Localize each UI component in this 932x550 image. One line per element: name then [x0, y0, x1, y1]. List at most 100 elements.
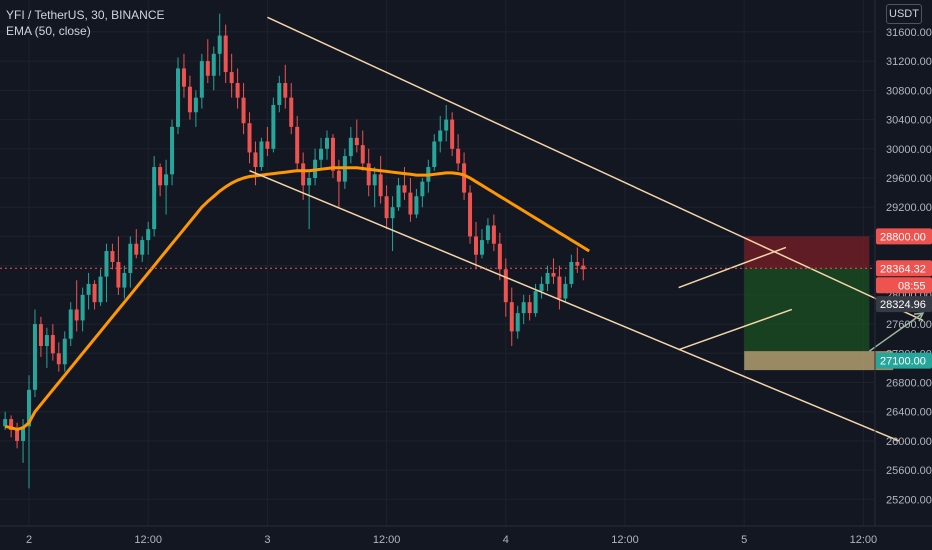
candle-body	[450, 119, 455, 149]
candle-body	[551, 272, 556, 277]
candle-body	[360, 145, 365, 164]
price-tags: 28800.00 28364.32 08:55 28324.96 27100.00	[876, 228, 932, 369]
price-tag-label: 27100.00	[880, 356, 926, 368]
candle-body	[301, 163, 306, 186]
candle-body	[515, 313, 520, 332]
candle-body	[21, 426, 26, 441]
wedge-lower-line	[678, 308, 793, 351]
candle-body	[456, 148, 461, 164]
candle-body	[98, 276, 103, 303]
candle-body	[56, 353, 61, 365]
candle-body	[396, 185, 401, 208]
candle-body	[384, 196, 389, 219]
candle-body	[3, 419, 8, 427]
candle-body	[9, 419, 14, 430]
candle-body	[140, 240, 145, 255]
candle-body	[545, 272, 550, 284]
time-tick-label: 2	[26, 534, 32, 546]
time-tick-label: 12:00	[850, 534, 878, 546]
price-tick-label: 26000.00	[886, 436, 932, 448]
time-axis[interactable]: 2 12:00 3 12:00 4 12:00 5 12:00	[0, 525, 932, 546]
candle-body	[86, 283, 91, 295]
candle-body	[146, 229, 151, 241]
price-tick-label: 31600.00	[886, 27, 932, 39]
candle-body	[110, 251, 115, 262]
candle-body	[277, 83, 282, 105]
candle-body	[444, 119, 449, 131]
candle-body	[181, 68, 186, 87]
candle-body	[217, 35, 222, 54]
candle-body	[497, 243, 502, 270]
candle-body	[563, 283, 568, 299]
candle-body	[122, 272, 127, 288]
upper-trendline	[267, 16, 924, 322]
candle-body	[271, 104, 276, 149]
candle-body	[187, 86, 192, 113]
candle-body	[414, 196, 419, 215]
candle-body	[485, 225, 490, 241]
candle-body	[176, 68, 180, 127]
candle-body	[420, 181, 425, 197]
ema-50-line	[4, 166, 590, 431]
candle-body	[265, 141, 270, 149]
candle-body	[62, 338, 67, 365]
candle-body	[199, 61, 204, 98]
candle-body	[527, 302, 532, 314]
candle-body	[170, 126, 175, 175]
price-tag-label: 08:55	[898, 280, 926, 292]
candle-body	[134, 243, 139, 255]
ema-line-series	[4, 166, 590, 431]
candle-body	[164, 174, 169, 186]
candle-body	[325, 137, 329, 149]
price-tag-label: 28324.96	[880, 299, 926, 311]
candle-body	[116, 262, 121, 288]
candle-body	[354, 137, 359, 146]
candle-body	[259, 141, 264, 168]
trend-drawings[interactable]	[249, 16, 925, 442]
price-tick-label: 30000.00	[886, 144, 932, 156]
symbol-title: YFI / TetherUS, 30, BINANCE	[6, 8, 165, 22]
candle-body	[575, 262, 580, 266]
candle-body	[581, 265, 586, 270]
candle-body	[402, 185, 407, 193]
candle-body	[229, 72, 234, 84]
price-tag-label: 28800.00	[880, 231, 926, 243]
candle-body	[533, 291, 538, 314]
candle-body	[50, 335, 55, 354]
indicator-legend[interactable]: EMA (50, close)	[6, 24, 91, 38]
support-zone	[744, 351, 894, 371]
candle-body	[193, 97, 198, 113]
candle-body	[128, 243, 133, 273]
currency-button[interactable]: USDT	[886, 4, 922, 24]
projection-arrow	[868, 312, 924, 352]
candle-body	[438, 130, 443, 142]
candle-body	[479, 240, 484, 255]
candle-body	[223, 35, 228, 73]
candle-body	[152, 167, 157, 230]
candle-body	[366, 163, 371, 186]
candle-body	[390, 207, 395, 219]
candle-body	[336, 170, 341, 182]
time-tick-label: 3	[264, 534, 270, 546]
candle-body	[241, 97, 246, 124]
price-tick-label: 31200.00	[886, 56, 932, 68]
candle-body	[32, 324, 37, 390]
candle-body	[74, 309, 79, 321]
candle-body	[372, 174, 377, 186]
price-tag-cursor	[876, 296, 932, 313]
candle-body	[247, 123, 252, 153]
candle-body	[348, 137, 353, 157]
position-zones[interactable]	[744, 236, 894, 371]
price-tick-label: 25200.00	[886, 494, 932, 506]
price-axis[interactable]: 25200.00 25600.00 26000.00 26400.00 26800.00…	[874, 0, 932, 526]
candle-body	[44, 335, 49, 346]
lower-trendline	[249, 170, 900, 442]
time-tick-label: 12:00	[373, 534, 401, 546]
time-tick-label: 12:00	[611, 534, 639, 546]
time-tick-label: 12:00	[134, 534, 162, 546]
candlestick-series	[3, 13, 586, 489]
price-tick-label: 25600.00	[886, 465, 932, 477]
price-tick-label: 30800.00	[886, 85, 932, 97]
candle-body	[521, 302, 526, 314]
